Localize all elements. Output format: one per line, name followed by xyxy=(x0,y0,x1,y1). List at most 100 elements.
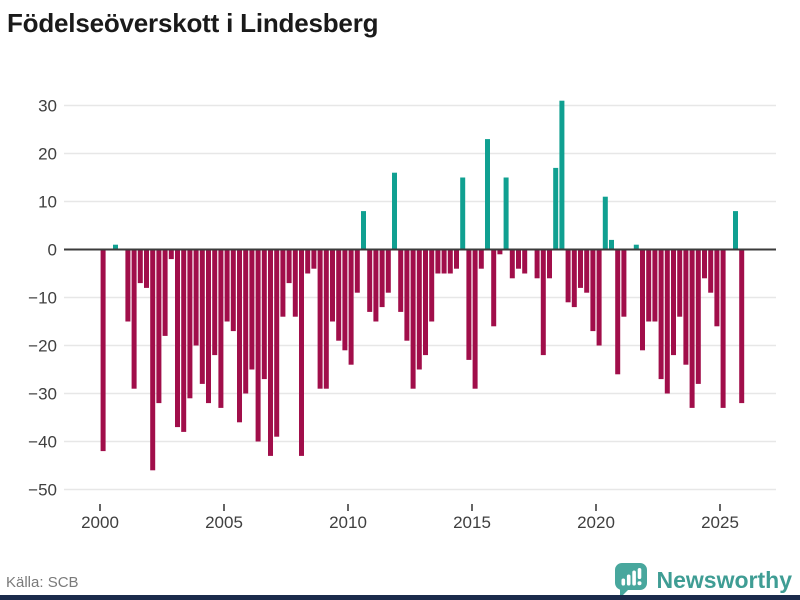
bar xyxy=(113,244,118,250)
bar xyxy=(739,249,745,404)
bar xyxy=(441,249,447,274)
bar xyxy=(392,172,397,250)
bar xyxy=(268,249,273,456)
bar xyxy=(615,249,621,375)
newsworthy-chart-bubble-icon xyxy=(614,563,647,598)
bar xyxy=(423,249,428,356)
bar xyxy=(218,249,224,408)
bar xyxy=(193,249,199,346)
bar xyxy=(125,249,131,322)
y-axis-tick-label: 10 xyxy=(38,193,57,212)
bar xyxy=(472,249,478,389)
brand-name: Newsworthy xyxy=(656,566,792,593)
bar xyxy=(323,249,329,389)
bar xyxy=(664,249,670,394)
bar xyxy=(144,249,149,288)
bar xyxy=(237,249,242,423)
bar xyxy=(367,249,373,312)
bar xyxy=(578,249,583,288)
bar xyxy=(447,249,453,274)
bar xyxy=(156,249,162,404)
bar xyxy=(212,249,218,356)
bar xyxy=(522,249,528,274)
bar xyxy=(559,100,565,250)
x-axis-tick-label: 2010 xyxy=(329,513,367,532)
bar xyxy=(584,249,590,293)
bar xyxy=(683,249,689,365)
y-axis-tick-label: 0 xyxy=(48,241,57,260)
bar xyxy=(702,249,707,279)
bar xyxy=(131,249,137,389)
bar xyxy=(404,249,410,341)
bar xyxy=(671,249,676,356)
y-axis-tick-label: −20 xyxy=(28,337,57,356)
bar xyxy=(609,239,614,250)
y-axis-tick-label: 30 xyxy=(38,97,57,116)
y-axis-tick-label: −40 xyxy=(28,433,57,452)
page-title: Födelseöverskott i Lindesberg xyxy=(7,8,379,38)
y-axis-tick-label: −50 xyxy=(28,481,57,500)
bar xyxy=(354,249,360,293)
bar xyxy=(398,249,404,312)
bar xyxy=(478,249,484,269)
bar xyxy=(255,249,261,442)
bar xyxy=(342,249,348,351)
bar xyxy=(460,177,466,250)
y-axis-tick-label: −30 xyxy=(28,385,57,404)
bar xyxy=(317,249,323,389)
bar xyxy=(733,211,738,250)
y-axis-tick-label: −10 xyxy=(28,289,57,308)
bar xyxy=(243,249,249,394)
bar xyxy=(286,249,292,284)
bar xyxy=(292,249,298,317)
bar xyxy=(187,249,193,399)
bar xyxy=(720,249,726,408)
bar xyxy=(224,249,230,322)
bar xyxy=(416,249,422,370)
bar xyxy=(249,249,255,370)
bar xyxy=(503,177,509,250)
source-label: Källa: SCB xyxy=(6,574,79,591)
bar xyxy=(435,249,441,274)
bar xyxy=(336,249,342,341)
bar xyxy=(658,249,664,380)
bar xyxy=(348,249,354,365)
bar xyxy=(385,249,391,293)
bar xyxy=(373,249,379,322)
bar xyxy=(509,249,515,279)
bar xyxy=(677,249,683,317)
x-axis-tick-label: 2000 xyxy=(81,513,119,532)
bar xyxy=(714,249,720,327)
bar xyxy=(596,249,602,346)
bar xyxy=(602,196,608,250)
bar xyxy=(175,249,180,428)
bar xyxy=(100,249,106,452)
bar xyxy=(429,249,435,322)
bar xyxy=(150,249,156,471)
bar xyxy=(547,249,552,279)
x-axis-tick-label: 2020 xyxy=(577,513,615,532)
bar xyxy=(379,249,385,308)
bar xyxy=(571,249,577,308)
bar xyxy=(565,249,571,303)
bar xyxy=(621,249,627,317)
bar xyxy=(305,249,311,274)
bar xyxy=(497,249,503,255)
bar xyxy=(466,249,472,360)
x-axis-tick-label: 2025 xyxy=(701,513,739,532)
bar xyxy=(590,249,596,332)
newsworthy-logo: Newsworthy xyxy=(613,561,792,599)
x-axis-tick-label: 2005 xyxy=(205,513,243,532)
bar xyxy=(206,249,211,404)
bar xyxy=(689,249,695,408)
bar xyxy=(274,249,280,437)
bar xyxy=(261,249,267,380)
bar xyxy=(230,249,236,332)
bar xyxy=(652,249,658,322)
bar xyxy=(553,167,559,250)
y-axis-tick-label: 20 xyxy=(38,145,57,164)
bar xyxy=(633,244,639,250)
bar xyxy=(361,211,366,250)
bar xyxy=(708,249,714,293)
